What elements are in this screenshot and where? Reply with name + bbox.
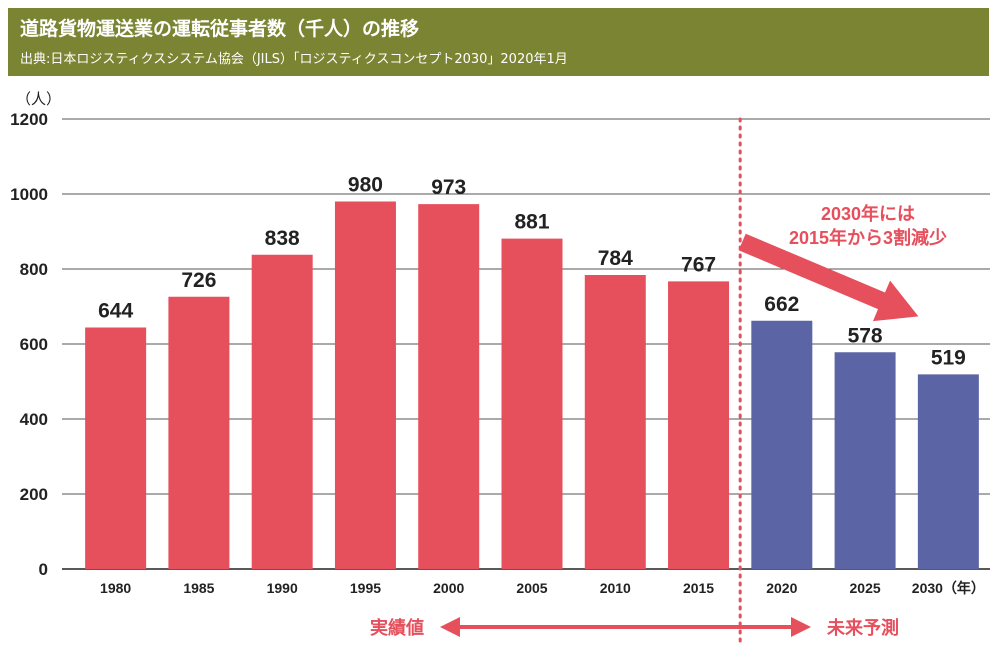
bar — [751, 320, 813, 569]
x-tick-label: 2010 — [600, 580, 631, 596]
data-label: 644 — [98, 300, 133, 323]
decline-arrow — [738, 233, 919, 322]
x-tick-label: 1990 — [267, 580, 298, 596]
range-label-actual: 実績値 — [370, 617, 424, 638]
bar — [168, 296, 230, 569]
data-label: 980 — [348, 174, 383, 197]
x-tick-label: 2030（年） — [912, 580, 985, 596]
y-tick-label: 400 — [20, 410, 48, 429]
title-banner: 道路貨物運送業の運転従事者数（千人）の推移 出典:日本ロジスティクスシステム協会… — [8, 8, 989, 76]
range-arrow-left-head — [440, 617, 460, 637]
range-arrow-right-head — [791, 617, 811, 637]
annotation-text: 2030年には — [821, 203, 915, 224]
range-label-forecast: 未来予測 — [827, 617, 899, 638]
bar — [334, 201, 396, 569]
bar — [834, 352, 896, 569]
x-tick-label: 2020 — [766, 580, 797, 596]
bar — [418, 204, 480, 569]
x-tick-label: 2005 — [516, 580, 547, 596]
data-label: 662 — [764, 293, 799, 316]
annotation-text: 2015年から3割減少 — [789, 227, 947, 248]
chart-title: 道路貨物運送業の運転従事者数（千人）の推移 — [20, 18, 420, 40]
y-tick-label: 600 — [20, 335, 48, 354]
x-tick-label: 1980 — [100, 580, 131, 596]
bar — [501, 238, 563, 569]
data-label: 881 — [514, 211, 549, 234]
bar — [917, 374, 979, 569]
x-tick-label: 1995 — [350, 580, 381, 596]
x-tick-label: 2015 — [683, 580, 714, 596]
data-label: 784 — [598, 247, 633, 270]
bar — [668, 281, 730, 569]
data-label: 838 — [265, 227, 300, 250]
bar — [85, 327, 147, 569]
bar — [584, 275, 646, 569]
data-label: 767 — [681, 253, 716, 276]
data-label: 973 — [431, 176, 466, 199]
data-label: 726 — [181, 269, 216, 292]
source-note: 出典:日本ロジスティクスシステム協会（JILS）「ロジスティクスコンセプト203… — [20, 52, 568, 67]
y-tick-label: 0 — [39, 560, 48, 579]
x-tick-label: 2000 — [433, 580, 464, 596]
data-label: 519 — [931, 346, 966, 369]
y-tick-label: 1000 — [10, 185, 48, 204]
bar — [251, 254, 313, 569]
y-unit-label: （人） — [16, 90, 62, 108]
y-tick-label: 200 — [20, 485, 48, 504]
x-tick-label: 2025 — [850, 580, 881, 596]
y-tick-label: 1200 — [10, 110, 48, 129]
y-tick-label: 800 — [20, 260, 48, 279]
x-tick-label: 1985 — [183, 580, 214, 596]
data-label: 578 — [848, 324, 883, 347]
